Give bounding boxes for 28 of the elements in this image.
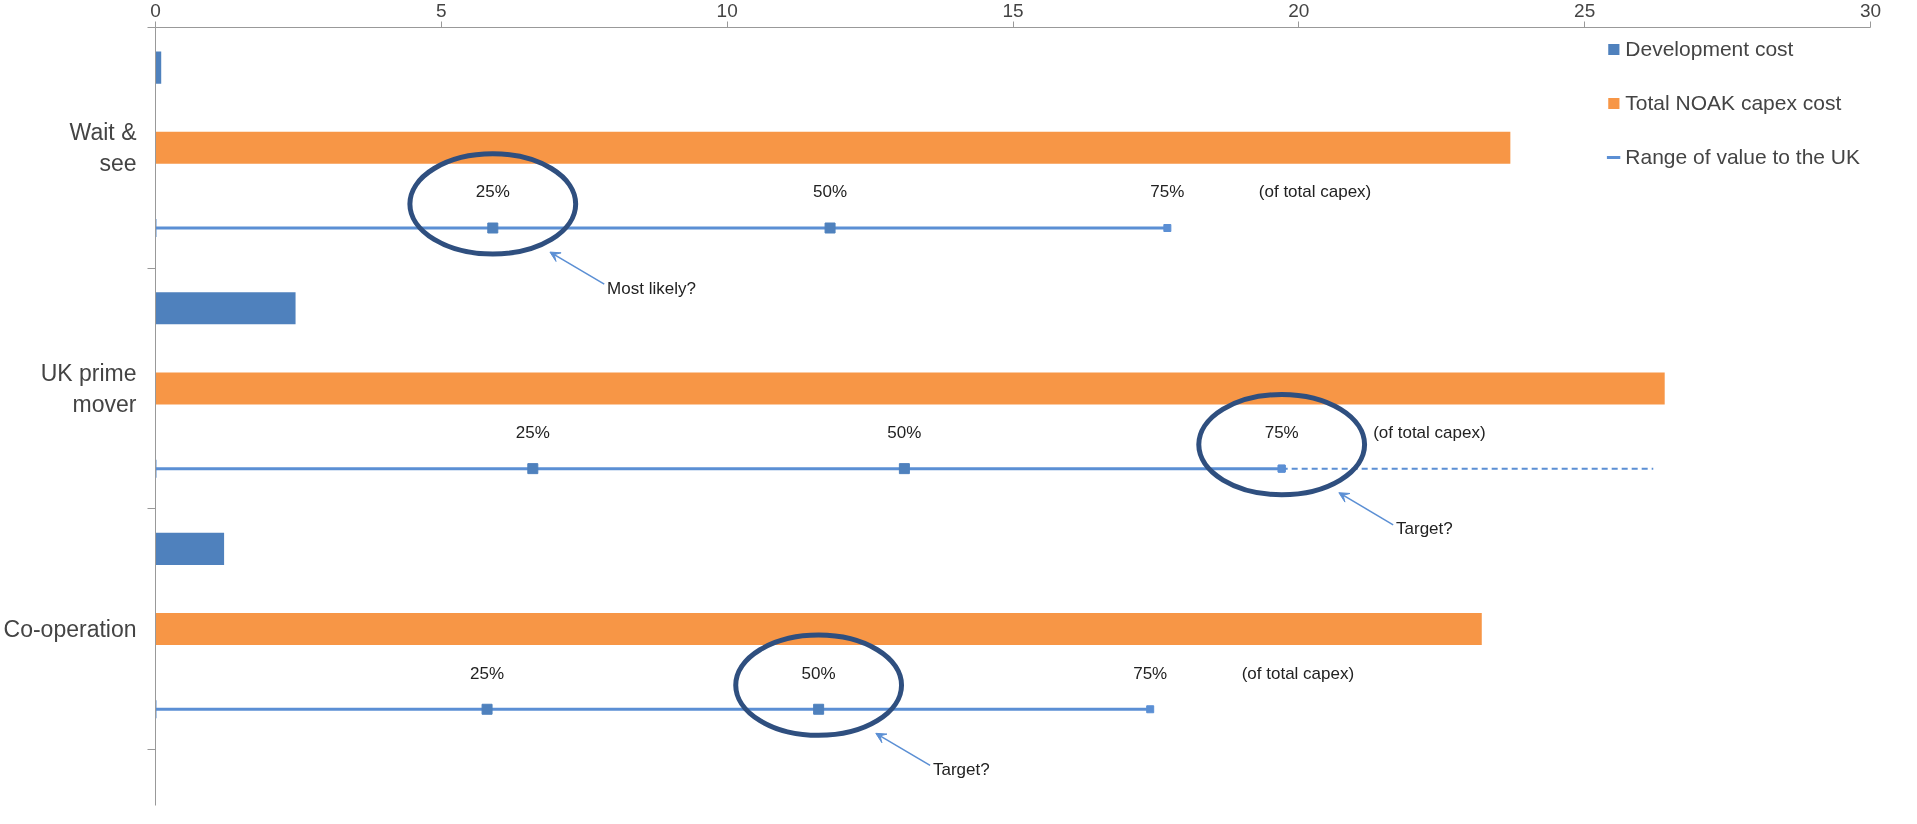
annotation: 25%	[515, 423, 550, 443]
y-tick-label: Co-operation	[3, 616, 137, 643]
legend-label: Total NOAK capex cost	[1625, 91, 1842, 115]
annotation: (of total capex)	[1258, 182, 1372, 202]
annotation: Most likely?	[607, 278, 696, 298]
annotation: Target?	[1396, 519, 1453, 539]
x-tick-label: 20	[1288, 0, 1310, 21]
y-tick-label: Wait & see	[69, 119, 137, 177]
x-tick-label: 0	[150, 0, 161, 21]
y-tick-label: UK prime mover	[40, 359, 137, 418]
legend-label: Development cost	[1625, 37, 1794, 61]
x-tick-label: 15	[1002, 0, 1024, 21]
annotation: 25%	[475, 182, 510, 202]
annotation: 25%	[470, 663, 505, 683]
annotation: 75%	[1150, 182, 1185, 202]
x-tick-label: 25	[1574, 0, 1596, 21]
annotation: 50%	[813, 182, 848, 202]
annotation: (of total capex)	[1241, 663, 1355, 683]
annotation: 50%	[887, 423, 922, 443]
x-tick-label: 10	[716, 0, 738, 21]
annotation: 75%	[1264, 423, 1299, 443]
legend-label: Range of value to the UK	[1625, 145, 1860, 169]
x-tick-label: 30	[1859, 0, 1882, 21]
x-tick-label: 5	[436, 0, 447, 21]
annotation: 75%	[1133, 663, 1168, 683]
annotation: (of total capex)	[1373, 423, 1486, 443]
annotation: 50%	[801, 663, 836, 683]
annotation: Target?	[932, 759, 990, 779]
